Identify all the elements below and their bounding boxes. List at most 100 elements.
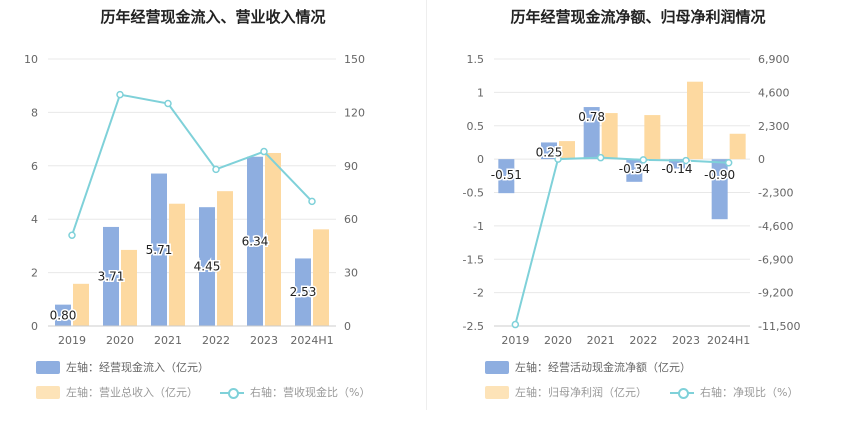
- legend-label-net-profit: 左轴：归母净利润（亿元）: [515, 386, 647, 399]
- panel-divider: [426, 0, 427, 410]
- right-chart-right-tick-label: 6,900: [758, 53, 790, 66]
- left-chart-bar-secondary[interactable]: [169, 203, 185, 326]
- left-chart: 0 2 4 6 8 10 0 30 60 90 120 150 2019 2020 2021 2022 2023…: [24, 53, 365, 345]
- right-chart-line-point[interactable]: [724, 159, 733, 167]
- left-chart-bar-primary[interactable]: [151, 173, 167, 326]
- left-chart-left-tick-label: 4: [31, 213, 38, 226]
- right-chart-bar-primary[interactable]: [541, 142, 557, 160]
- left-chart-bar-primary[interactable]: [295, 258, 311, 326]
- right-chart-x-tick-label: 2022: [629, 334, 657, 345]
- left-chart-bar-secondary[interactable]: [217, 191, 233, 326]
- right-chart-bar-secondary[interactable]: [729, 133, 746, 160]
- left-chart-x-tick-label: 2019: [58, 334, 86, 345]
- left-chart-bar-primary[interactable]: [199, 207, 215, 326]
- left-chart-line-point[interactable]: [260, 147, 268, 156]
- right-chart-bar-primary[interactable]: [583, 107, 600, 160]
- right-chart-bar-secondary[interactable]: [601, 113, 618, 160]
- legend-right-primary[interactable]: 左轴：经营活动现金流净额（亿元）: [485, 359, 691, 375]
- legend-left-primary[interactable]: 左轴：经营现金流入（亿元）: [36, 359, 209, 375]
- left-chart-right-tick-label: 150: [344, 53, 365, 66]
- left-chart-bar-primary[interactable]: [247, 156, 263, 326]
- right-chart-bar-secondary[interactable]: [687, 81, 703, 160]
- legend-swatch-net-profit: [485, 385, 509, 399]
- right-chart-line-point[interactable]: [682, 156, 690, 165]
- right-chart-right-tick-label: -6,900: [758, 253, 793, 266]
- right-chart-bar-secondary[interactable]: [559, 141, 575, 160]
- right-chart-left-tick-label: 0: [477, 153, 484, 166]
- left-chart-right-tick-label: 30: [344, 267, 358, 280]
- right-chart: -2.5 -2 -1.5 -1 -0.5 0 0.5 1 1.5 -11,500 -9,200 -6,…: [463, 53, 801, 345]
- legend-left-secondary[interactable]: 左轴：营业总收入（亿元）: [36, 384, 198, 400]
- left-chart-line-point[interactable]: [308, 197, 316, 206]
- right-chart-line-point[interactable]: [554, 155, 562, 163]
- left-chart-line-point[interactable]: [116, 90, 124, 99]
- right-chart-bar-primary[interactable]: [711, 159, 728, 220]
- right-chart-left-tick-label: 0.5: [467, 120, 485, 133]
- right-chart-left-tick-label: -2.5: [463, 320, 484, 333]
- right-chart-x-tick-label: 2021: [587, 334, 615, 345]
- left-chart-line-series: [71, 93, 313, 236]
- legend-left-line[interactable]: 右轴：营收现金比（%）: [220, 384, 370, 400]
- right-chart-data-label: -0.34: [619, 162, 650, 176]
- right-chart-left-tick-label: -2: [473, 287, 484, 300]
- right-chart-right-tick-label: 0: [758, 153, 765, 166]
- right-chart-right-tick-label: -9,200: [758, 287, 793, 300]
- right-chart-bar-primary[interactable]: [626, 159, 643, 182]
- left-chart-bar-primary[interactable]: [103, 226, 119, 326]
- legend-swatch-cash-inflow: [36, 360, 60, 374]
- left-chart-data-label: 2.53: [290, 285, 317, 299]
- left-chart-data-label: 4.45: [194, 260, 221, 274]
- right-chart-line-series: [514, 156, 729, 325]
- right-chart-right-tick-label: -4,600: [758, 220, 793, 233]
- right-chart-bar-primary[interactable]: [669, 159, 685, 169]
- left-chart-left-tick-label: 6: [31, 160, 38, 173]
- legend-right-line[interactable]: 右轴：净现比（%）: [670, 384, 798, 400]
- legend-right-secondary[interactable]: 左轴：归母净利润（亿元）: [485, 384, 647, 400]
- right-chart-left-tick-label: 1: [477, 86, 484, 99]
- right-chart-right-tick-label: 2,300: [758, 120, 790, 133]
- right-chart-right-tick-label: -2,300: [758, 187, 793, 200]
- right-chart-data-label: -0.51: [491, 168, 522, 182]
- left-chart-left-tick-label: 0: [31, 320, 38, 333]
- right-chart-x-tick-label: 2020: [544, 334, 572, 345]
- legend-swatch-net-cash-flow: [485, 360, 509, 374]
- left-chart-bar-secondary[interactable]: [313, 229, 329, 326]
- left-chart-left-tick-label: 10: [24, 53, 38, 66]
- legend-label-cash-inflow: 左轴：经营现金流入（亿元）: [66, 361, 209, 374]
- legend-label-revenue-cash-ratio: 右轴：营收现金比（%）: [250, 386, 371, 399]
- right-chart-left-tick-label: -1: [473, 220, 484, 233]
- left-chart-bar-primary[interactable]: [55, 304, 71, 326]
- right-chart-bar-secondary[interactable]: [644, 115, 661, 160]
- left-chart-data-label: 5.71: [146, 243, 173, 257]
- right-chart-data-label: -0.14: [661, 162, 692, 176]
- left-chart-bar-secondary[interactable]: [121, 249, 137, 326]
- legend-label-revenue: 左轴：营业总收入（亿元）: [66, 386, 198, 399]
- left-chart-bar-secondary[interactable]: [73, 283, 89, 326]
- legend-swatch-revenue-cash-ratio: [220, 386, 244, 399]
- right-chart-bar-primary[interactable]: [498, 159, 515, 194]
- left-chart-title: 历年经营现金流入、营业收入情况: [100, 8, 326, 26]
- left-chart-left-tick-label: 2: [31, 267, 38, 280]
- left-chart-line-point[interactable]: [212, 165, 220, 174]
- right-chart-title: 历年经营现金流净额、归母净利润情况: [510, 8, 766, 26]
- left-chart-data-label: 0.80: [50, 308, 77, 322]
- right-chart-x-tick-label: 2023: [672, 334, 700, 345]
- left-chart-x-tick-label: 2023: [250, 334, 278, 345]
- legend-swatch-revenue: [36, 385, 60, 399]
- left-chart-bar-secondary[interactable]: [265, 152, 281, 326]
- right-chart-left-tick-label: 1.5: [467, 53, 485, 66]
- right-chart-x-tick-label: 2019: [501, 334, 529, 345]
- left-chart-line-point[interactable]: [68, 231, 76, 239]
- right-chart-line-point[interactable]: [639, 156, 648, 164]
- right-chart-left-tick-label: -0.5: [463, 187, 484, 200]
- left-chart-left-tick-label: 8: [31, 106, 38, 119]
- right-chart-line-point[interactable]: [596, 153, 605, 162]
- left-chart-data-label: 6.34: [242, 234, 269, 248]
- left-chart-data-label: 3.71: [98, 269, 125, 283]
- left-chart-right-tick-label: 90: [344, 160, 358, 173]
- left-chart-line-point[interactable]: [164, 99, 172, 108]
- right-chart-data-label: -0.90: [704, 168, 735, 182]
- right-chart-line-point[interactable]: [511, 320, 520, 329]
- left-chart-x-tick-label: 2020: [106, 334, 134, 345]
- left-chart-right-tick-label: 0: [344, 320, 351, 333]
